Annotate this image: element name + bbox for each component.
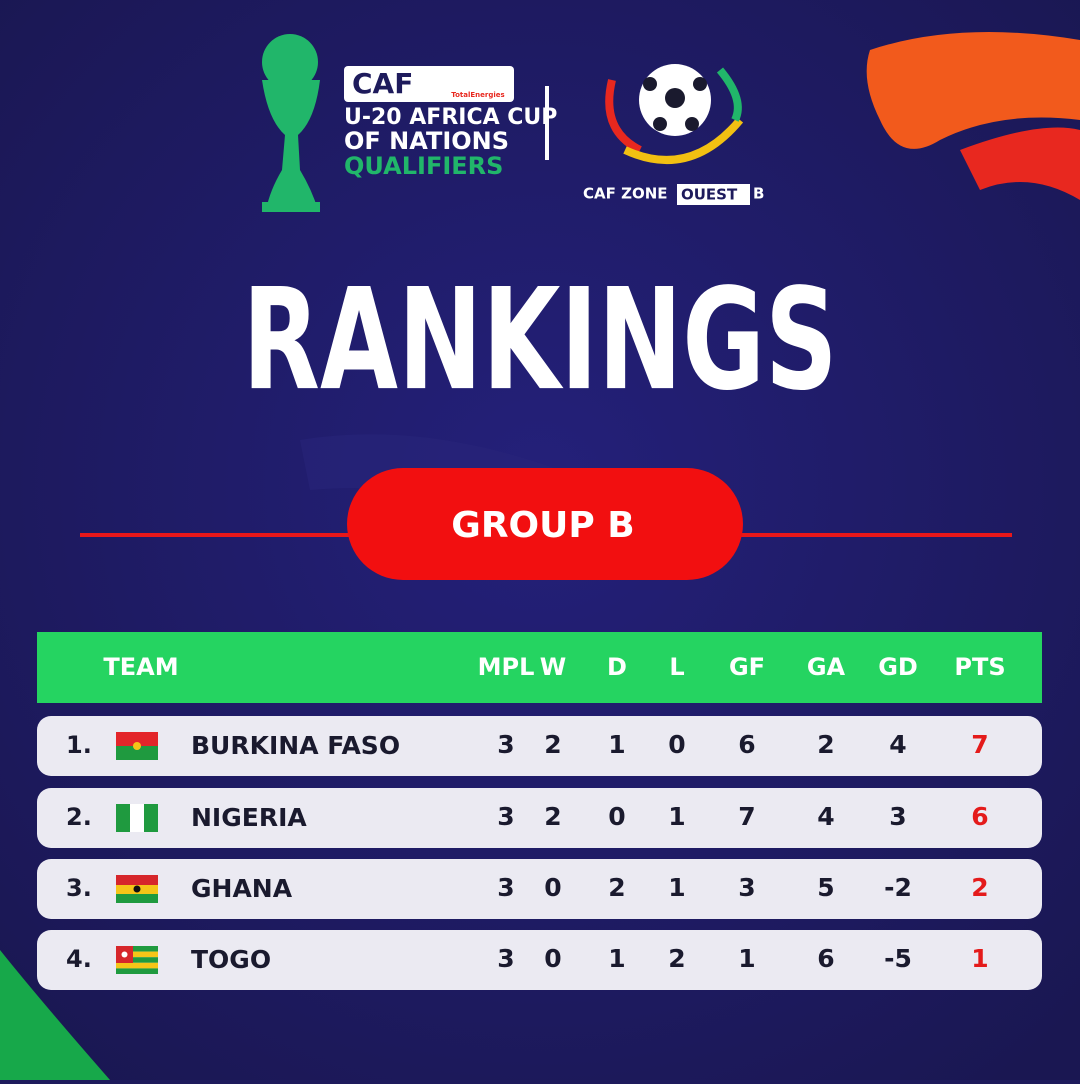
column-header: TEAM xyxy=(103,653,178,681)
flag-stripe xyxy=(116,957,158,963)
table-row: 3. GHANA 3 0 2 1 3 5 -2 2 xyxy=(37,859,1042,919)
stat: 1 xyxy=(668,873,685,902)
flag-stripe xyxy=(130,804,144,832)
trophy-logo xyxy=(262,34,320,212)
flag-stripe xyxy=(116,951,158,958)
sponsor: TotalEnergies xyxy=(451,91,504,99)
column-header: GF xyxy=(729,653,765,681)
row-background xyxy=(37,930,1042,990)
flag xyxy=(116,732,158,760)
corner-shape xyxy=(0,950,110,1080)
table-row: 2. NIGERIA 3 2 0 1 7 4 3 6 xyxy=(37,788,1042,848)
caf-text: CAF xyxy=(352,67,413,100)
rank: 4. xyxy=(66,945,92,973)
stat: -5 xyxy=(884,944,912,973)
rank: 2. xyxy=(66,803,92,831)
stat: 2 xyxy=(544,802,561,831)
row-background xyxy=(37,788,1042,848)
stat: 6 xyxy=(817,944,834,973)
team-name: TOGO xyxy=(191,945,271,974)
zone-text: CAF ZONE xyxy=(583,185,668,203)
flag-stripe xyxy=(116,746,158,760)
column-header: MPL xyxy=(478,653,535,681)
row-background xyxy=(37,859,1042,919)
flag-stripe xyxy=(144,804,158,832)
flag-stripe xyxy=(116,804,130,832)
team-name: BURKINA FASO xyxy=(191,731,400,760)
zone-highlight: OUEST xyxy=(681,186,738,204)
flag-stripe xyxy=(116,962,158,969)
stat: 4 xyxy=(889,730,906,759)
stat: 0 xyxy=(608,802,625,831)
stat: 5 xyxy=(817,873,834,902)
column-header: GA xyxy=(807,653,846,681)
stat: 3 xyxy=(497,944,514,973)
divider xyxy=(545,86,549,160)
zone-letter: B xyxy=(753,185,764,203)
stat: 1 xyxy=(738,944,755,973)
stat: -2 xyxy=(884,873,912,902)
rank: 1. xyxy=(66,731,92,759)
stat: 0 xyxy=(544,873,561,902)
swoosh-2 xyxy=(960,127,1080,200)
group-pill xyxy=(347,468,743,580)
stat: 3 xyxy=(738,873,755,902)
flag-star xyxy=(133,742,141,750)
stat: 2 xyxy=(817,730,834,759)
column-header: GD xyxy=(878,653,918,681)
stat: 2 xyxy=(608,873,625,902)
competition-line: QUALIFIERS xyxy=(344,152,503,180)
stat: 6 xyxy=(971,802,988,831)
flag-stripe xyxy=(116,894,158,903)
stat: 3 xyxy=(497,873,514,902)
column-header: L xyxy=(669,653,684,681)
page-title: RANKINGS xyxy=(242,258,837,421)
stat: 0 xyxy=(668,730,685,759)
stat: 2 xyxy=(668,944,685,973)
team-name: GHANA xyxy=(191,874,293,903)
stat: 1 xyxy=(971,944,988,973)
zone-logo xyxy=(605,64,744,164)
stat: 3 xyxy=(889,802,906,831)
row-background xyxy=(37,716,1042,776)
stat: 6 xyxy=(738,730,755,759)
zone-badge xyxy=(677,184,750,205)
flag-star xyxy=(121,951,128,958)
stat: 2 xyxy=(971,873,988,902)
stat: 4 xyxy=(817,802,834,831)
team-name: NIGERIA xyxy=(191,803,307,832)
column-header: W xyxy=(540,653,566,681)
swoosh xyxy=(866,32,1080,149)
flag-stripe xyxy=(116,732,158,746)
flag-stripe xyxy=(116,875,158,885)
flag xyxy=(116,946,158,974)
rank: 3. xyxy=(66,874,92,902)
flag-star xyxy=(133,885,141,893)
column-header: D xyxy=(607,653,627,681)
group-label: GROUP B xyxy=(451,505,634,546)
column-header: PTS xyxy=(954,653,1005,681)
stat: 2 xyxy=(544,730,561,759)
stat: 7 xyxy=(971,730,988,759)
flag xyxy=(116,875,158,903)
flag-stripe xyxy=(116,968,158,974)
stat: 7 xyxy=(738,802,755,831)
table-header xyxy=(37,632,1042,703)
table-row: 1. BURKINA FASO 3 2 1 0 6 2 4 7 xyxy=(37,716,1042,776)
flag xyxy=(116,804,158,832)
competition-line: OF NATIONS xyxy=(344,127,509,155)
stat: 3 xyxy=(497,730,514,759)
stat: 1 xyxy=(668,802,685,831)
flag-stripe xyxy=(116,946,158,952)
table-row: 4. TOGO 3 0 1 2 1 6 -5 1 xyxy=(37,930,1042,990)
stat: 1 xyxy=(608,730,625,759)
stat: 0 xyxy=(544,944,561,973)
stat: 1 xyxy=(608,944,625,973)
stat: 3 xyxy=(497,802,514,831)
competition-line: U-20 AFRICA CUP xyxy=(344,105,557,130)
caf-badge xyxy=(344,66,514,102)
